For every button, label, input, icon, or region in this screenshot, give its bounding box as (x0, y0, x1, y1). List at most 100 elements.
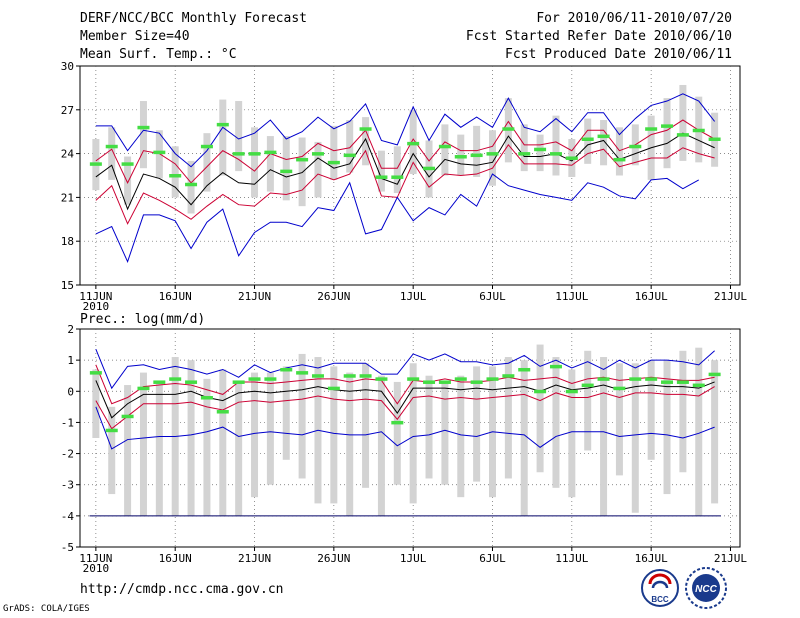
member-mean-marker (280, 367, 293, 372)
ensemble-box (219, 369, 227, 516)
plot-frame (79, 65, 741, 286)
ensemble-box (377, 375, 385, 516)
series-line-mean-plus (95, 119, 715, 184)
y-tick-label: 2 (67, 323, 74, 336)
ensemble-box (679, 84, 687, 161)
member-mean-marker (565, 156, 578, 160)
member-mean-marker (137, 125, 150, 130)
y-tick-label: 1 (67, 354, 74, 367)
ensemble-box (615, 363, 623, 476)
ensemble-box (695, 347, 703, 516)
member-mean-marker (407, 141, 420, 146)
member-mean-marker (581, 137, 594, 141)
member-mean-marker (248, 377, 261, 381)
ensemble-box (203, 133, 211, 192)
ensemble-box (282, 366, 290, 460)
ensemble-box (520, 124, 528, 172)
member-mean-marker (232, 152, 245, 156)
member-mean-marker (661, 380, 674, 384)
x-tick-label: 6JUL (479, 290, 506, 303)
member-mean-marker (359, 127, 372, 131)
ensemble-box (362, 363, 370, 488)
series-line-min (95, 173, 699, 263)
series-line-max (95, 349, 715, 390)
ensemble-box (552, 357, 560, 488)
member-mean-marker (661, 124, 674, 128)
member-mean-marker (549, 152, 562, 156)
member-mean-marker (375, 175, 388, 179)
member-mean-marker (581, 383, 594, 388)
member-size-label: Member Size=40 (80, 29, 190, 44)
bcc-logo: BCC (641, 569, 679, 607)
ensemble-box (124, 385, 132, 516)
ensemble-box (441, 124, 449, 176)
series-line-max (95, 93, 716, 168)
ensemble-box (393, 146, 401, 194)
member-mean-marker (454, 155, 467, 159)
series-line-mean-plus (95, 364, 715, 405)
ensemble-box (504, 357, 512, 479)
ensemble-box (536, 344, 544, 473)
member-mean-marker (486, 377, 499, 381)
member-mean-marker (153, 380, 166, 384)
ensemble-box (282, 136, 290, 201)
ensemble-box (235, 381, 243, 516)
ensemble-box (171, 146, 179, 198)
member-mean-marker (105, 144, 118, 149)
grads-credit: GrADS: COLA/IGES (3, 604, 90, 614)
member-mean-marker (692, 383, 705, 388)
member-mean-marker (391, 175, 404, 179)
member-mean-marker (502, 374, 515, 378)
y-tick-label: -5 (61, 541, 74, 554)
member-mean-marker (137, 386, 150, 391)
member-mean-marker (105, 428, 118, 433)
x-tick-label: 21JUN (238, 552, 271, 565)
ensemble-box (584, 350, 592, 451)
ensemble-box (187, 160, 195, 214)
x-tick-label: 26JUN (317, 290, 350, 303)
member-mean-marker (89, 162, 102, 166)
ensemble-box (346, 372, 354, 516)
x-tick-label: 21JUL (714, 552, 747, 565)
member-mean-marker (311, 374, 324, 378)
ensemble-box (108, 406, 116, 495)
member-mean-marker (454, 377, 467, 381)
member-mean-marker (438, 144, 451, 149)
member-mean-marker (185, 380, 198, 384)
member-mean-marker (676, 380, 689, 384)
member-mean-marker (470, 380, 483, 384)
member-mean-marker (629, 144, 642, 149)
ensemble-box (393, 381, 401, 485)
ensemble-box (298, 353, 306, 479)
member-mean-marker (486, 152, 499, 156)
member-mean-marker (327, 160, 340, 165)
member-mean-marker (613, 386, 626, 391)
ensemble-box (457, 375, 465, 498)
ensemble-box (679, 350, 687, 473)
member-mean-marker (423, 166, 436, 171)
y-tick-label: -1 (61, 416, 74, 429)
ncc-logo-text: NCC (695, 584, 717, 595)
member-mean-marker (216, 122, 229, 127)
y-tick-label: 24 (61, 148, 75, 161)
member-mean-marker (327, 386, 340, 391)
ensemble-box (235, 101, 243, 172)
x-tick-label: 16JUN (159, 290, 192, 303)
member-mean-marker (264, 377, 277, 381)
source-url: http://cmdp.ncc.cma.gov.cn (80, 582, 284, 597)
ensemble-box (552, 115, 560, 176)
ensemble-box (219, 99, 227, 176)
member-mean-marker (629, 377, 642, 381)
ensemble-box (425, 375, 433, 479)
member-mean-marker (597, 377, 610, 381)
ensemble-box (266, 136, 274, 192)
member-mean-marker (216, 410, 229, 414)
member-mean-marker (343, 153, 356, 158)
ensemble-box (473, 366, 481, 482)
y-tick-label: 30 (61, 60, 74, 73)
member-mean-marker (534, 389, 547, 394)
ensemble-box (203, 378, 211, 516)
ensemble-box (409, 363, 417, 504)
x-tick-label: 11JUN (79, 290, 112, 303)
